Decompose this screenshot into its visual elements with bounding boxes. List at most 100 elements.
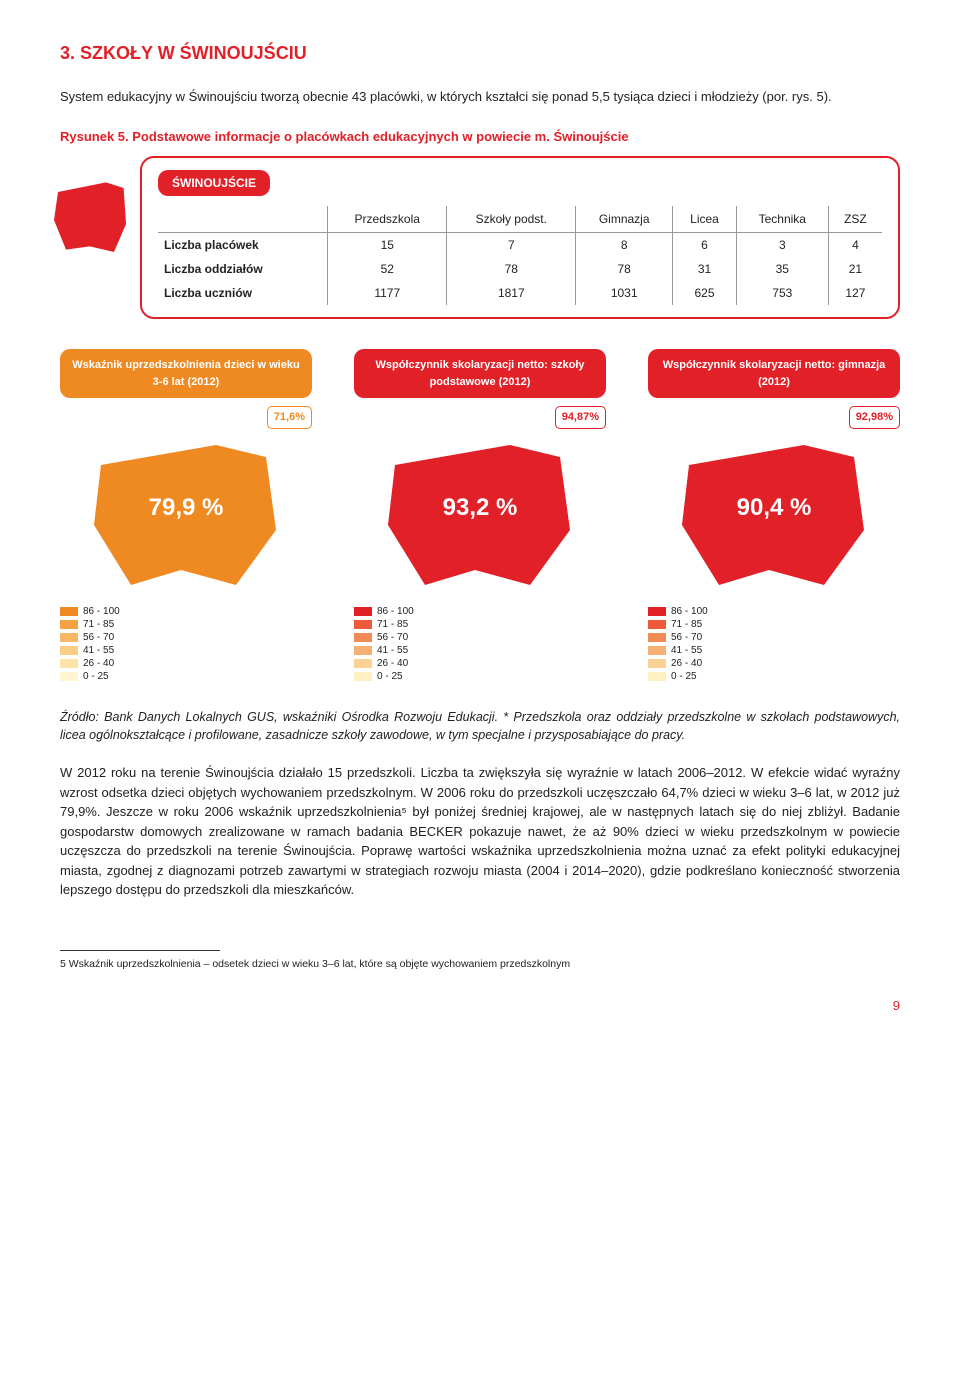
table-cell: 3 xyxy=(736,233,828,258)
legend-item: 71 - 85 xyxy=(60,618,312,631)
legend-item: 86 - 100 xyxy=(354,605,606,618)
indicator-title: Wskaźnik uprzedszkolnienia dzieci w wiek… xyxy=(60,349,312,398)
table-cell: Liczba uczniów xyxy=(158,281,328,305)
legend-swatch xyxy=(648,672,666,681)
legend-label: 41 - 55 xyxy=(671,644,702,657)
legend-item: 86 - 100 xyxy=(60,605,312,618)
legend-swatch xyxy=(354,607,372,616)
country-badges-row: 71,6% 94,87% 92,98% xyxy=(60,406,900,429)
legend-label: 71 - 85 xyxy=(377,618,408,631)
legend-swatch xyxy=(648,620,666,629)
maps-row: 79,9 % 93,2 % 90,4 % xyxy=(60,435,900,595)
region-map: 90,4 % xyxy=(674,435,874,595)
legend-item: 0 - 25 xyxy=(354,670,606,683)
legend-item: 41 - 55 xyxy=(354,644,606,657)
table-row: Liczba uczniów117718171031625753127 xyxy=(158,281,882,305)
legend-swatch xyxy=(60,620,78,629)
schools-table: PrzedszkolaSzkoły podst.GimnazjaLiceaTec… xyxy=(158,206,882,305)
table-cell: 31 xyxy=(673,257,737,281)
legend-label: 71 - 85 xyxy=(671,618,702,631)
country-badge: 94,87% xyxy=(555,406,606,429)
table-cell: 4 xyxy=(828,233,882,258)
region-map: 93,2 % xyxy=(380,435,580,595)
intro-paragraph: System edukacyjny w Świnoujściu tworzą o… xyxy=(60,87,900,107)
table-header: ZSZ xyxy=(828,206,882,233)
table-cell: 21 xyxy=(828,257,882,281)
legend-item: 56 - 70 xyxy=(354,631,606,644)
legend-label: 86 - 100 xyxy=(671,605,708,618)
legend-label: 26 - 40 xyxy=(377,657,408,670)
legend-swatch xyxy=(60,646,78,655)
indicator-titles-row: Wskaźnik uprzedszkolnienia dzieci w wiek… xyxy=(60,349,900,398)
country-badge: 71,6% xyxy=(267,406,312,429)
legend-label: 41 - 55 xyxy=(83,644,114,657)
table-cell: Liczba oddziałów xyxy=(158,257,328,281)
region-table-block: ŚWINOUJŚCIE PrzedszkolaSzkoły podst.Gimn… xyxy=(60,156,900,319)
legend-swatch xyxy=(60,672,78,681)
legend-item: 56 - 70 xyxy=(648,631,900,644)
legend-swatch xyxy=(354,672,372,681)
table-cell: 1177 xyxy=(328,281,447,305)
legend-label: 56 - 70 xyxy=(377,631,408,644)
region-map: 79,9 % xyxy=(86,435,286,595)
legend-label: 56 - 70 xyxy=(671,631,702,644)
legend: 86 - 10071 - 8556 - 7041 - 5526 - 400 - … xyxy=(354,605,606,683)
legend-item: 26 - 40 xyxy=(354,657,606,670)
table-cell: 127 xyxy=(828,281,882,305)
legend-item: 41 - 55 xyxy=(648,644,900,657)
legend-label: 86 - 100 xyxy=(83,605,120,618)
map-percentage: 79,9 % xyxy=(86,490,286,526)
table-cell: Liczba placówek xyxy=(158,233,328,258)
country-badge: 92,98% xyxy=(849,406,900,429)
table-cell: 78 xyxy=(576,257,673,281)
legend-swatch xyxy=(648,633,666,642)
legend-swatch xyxy=(354,646,372,655)
legend-item: 56 - 70 xyxy=(60,631,312,644)
table-row: Liczba placówek1578634 xyxy=(158,233,882,258)
region-name-badge: ŚWINOUJŚCIE xyxy=(158,170,270,196)
table-header: Licea xyxy=(673,206,737,233)
body-paragraph: W 2012 roku na terenie Świnoujścia dział… xyxy=(60,763,900,900)
legend-label: 41 - 55 xyxy=(377,644,408,657)
map-percentage: 90,4 % xyxy=(674,490,874,526)
table-header: Przedszkola xyxy=(328,206,447,233)
map-percentage: 93,2 % xyxy=(380,490,580,526)
legend-swatch xyxy=(354,620,372,629)
table-header: Szkoły podst. xyxy=(447,206,576,233)
table-cell: 15 xyxy=(328,233,447,258)
table-cell: 78 xyxy=(447,257,576,281)
legend: 86 - 10071 - 8556 - 7041 - 5526 - 400 - … xyxy=(648,605,900,683)
legend-label: 26 - 40 xyxy=(83,657,114,670)
table-card: ŚWINOUJŚCIE PrzedszkolaSzkoły podst.Gimn… xyxy=(140,156,900,319)
legend-label: 56 - 70 xyxy=(83,631,114,644)
footnote: 5 Wskaźnik uprzedszkolnienia – odsetek d… xyxy=(60,957,900,973)
legend-swatch xyxy=(648,607,666,616)
indicator-title: Współczynnik skolaryzacji netto: szkoły … xyxy=(354,349,606,398)
legend-swatch xyxy=(60,633,78,642)
table-row: Liczba oddziałów527878313521 xyxy=(158,257,882,281)
legends-row: 86 - 10071 - 8556 - 7041 - 5526 - 400 - … xyxy=(60,605,900,683)
legend-item: 26 - 40 xyxy=(648,657,900,670)
legend-label: 26 - 40 xyxy=(671,657,702,670)
table-cell: 753 xyxy=(736,281,828,305)
table-cell: 35 xyxy=(736,257,828,281)
footnote-rule xyxy=(60,950,220,951)
legend-item: 0 - 25 xyxy=(648,670,900,683)
table-cell: 1031 xyxy=(576,281,673,305)
table-cell: 7 xyxy=(447,233,576,258)
section-title: 3. SZKOŁY W ŚWINOUJŚCIU xyxy=(60,40,900,67)
table-header: Gimnazja xyxy=(576,206,673,233)
figure-caption: Rysunek 5. Podstawowe informacje o placó… xyxy=(60,127,900,147)
page-number: 9 xyxy=(60,996,900,1016)
legend-item: 86 - 100 xyxy=(648,605,900,618)
source-note: Źródło: Bank Danych Lokalnych GUS, wskaź… xyxy=(60,708,900,746)
table-cell: 52 xyxy=(328,257,447,281)
legend-label: 71 - 85 xyxy=(83,618,114,631)
legend-swatch xyxy=(60,659,78,668)
legend-item: 41 - 55 xyxy=(60,644,312,657)
mini-map-icon xyxy=(50,176,130,256)
legend-item: 0 - 25 xyxy=(60,670,312,683)
indicator-title: Współczynnik skolaryzacji netto: gimnazj… xyxy=(648,349,900,398)
table-header: Technika xyxy=(736,206,828,233)
legend-swatch xyxy=(354,633,372,642)
